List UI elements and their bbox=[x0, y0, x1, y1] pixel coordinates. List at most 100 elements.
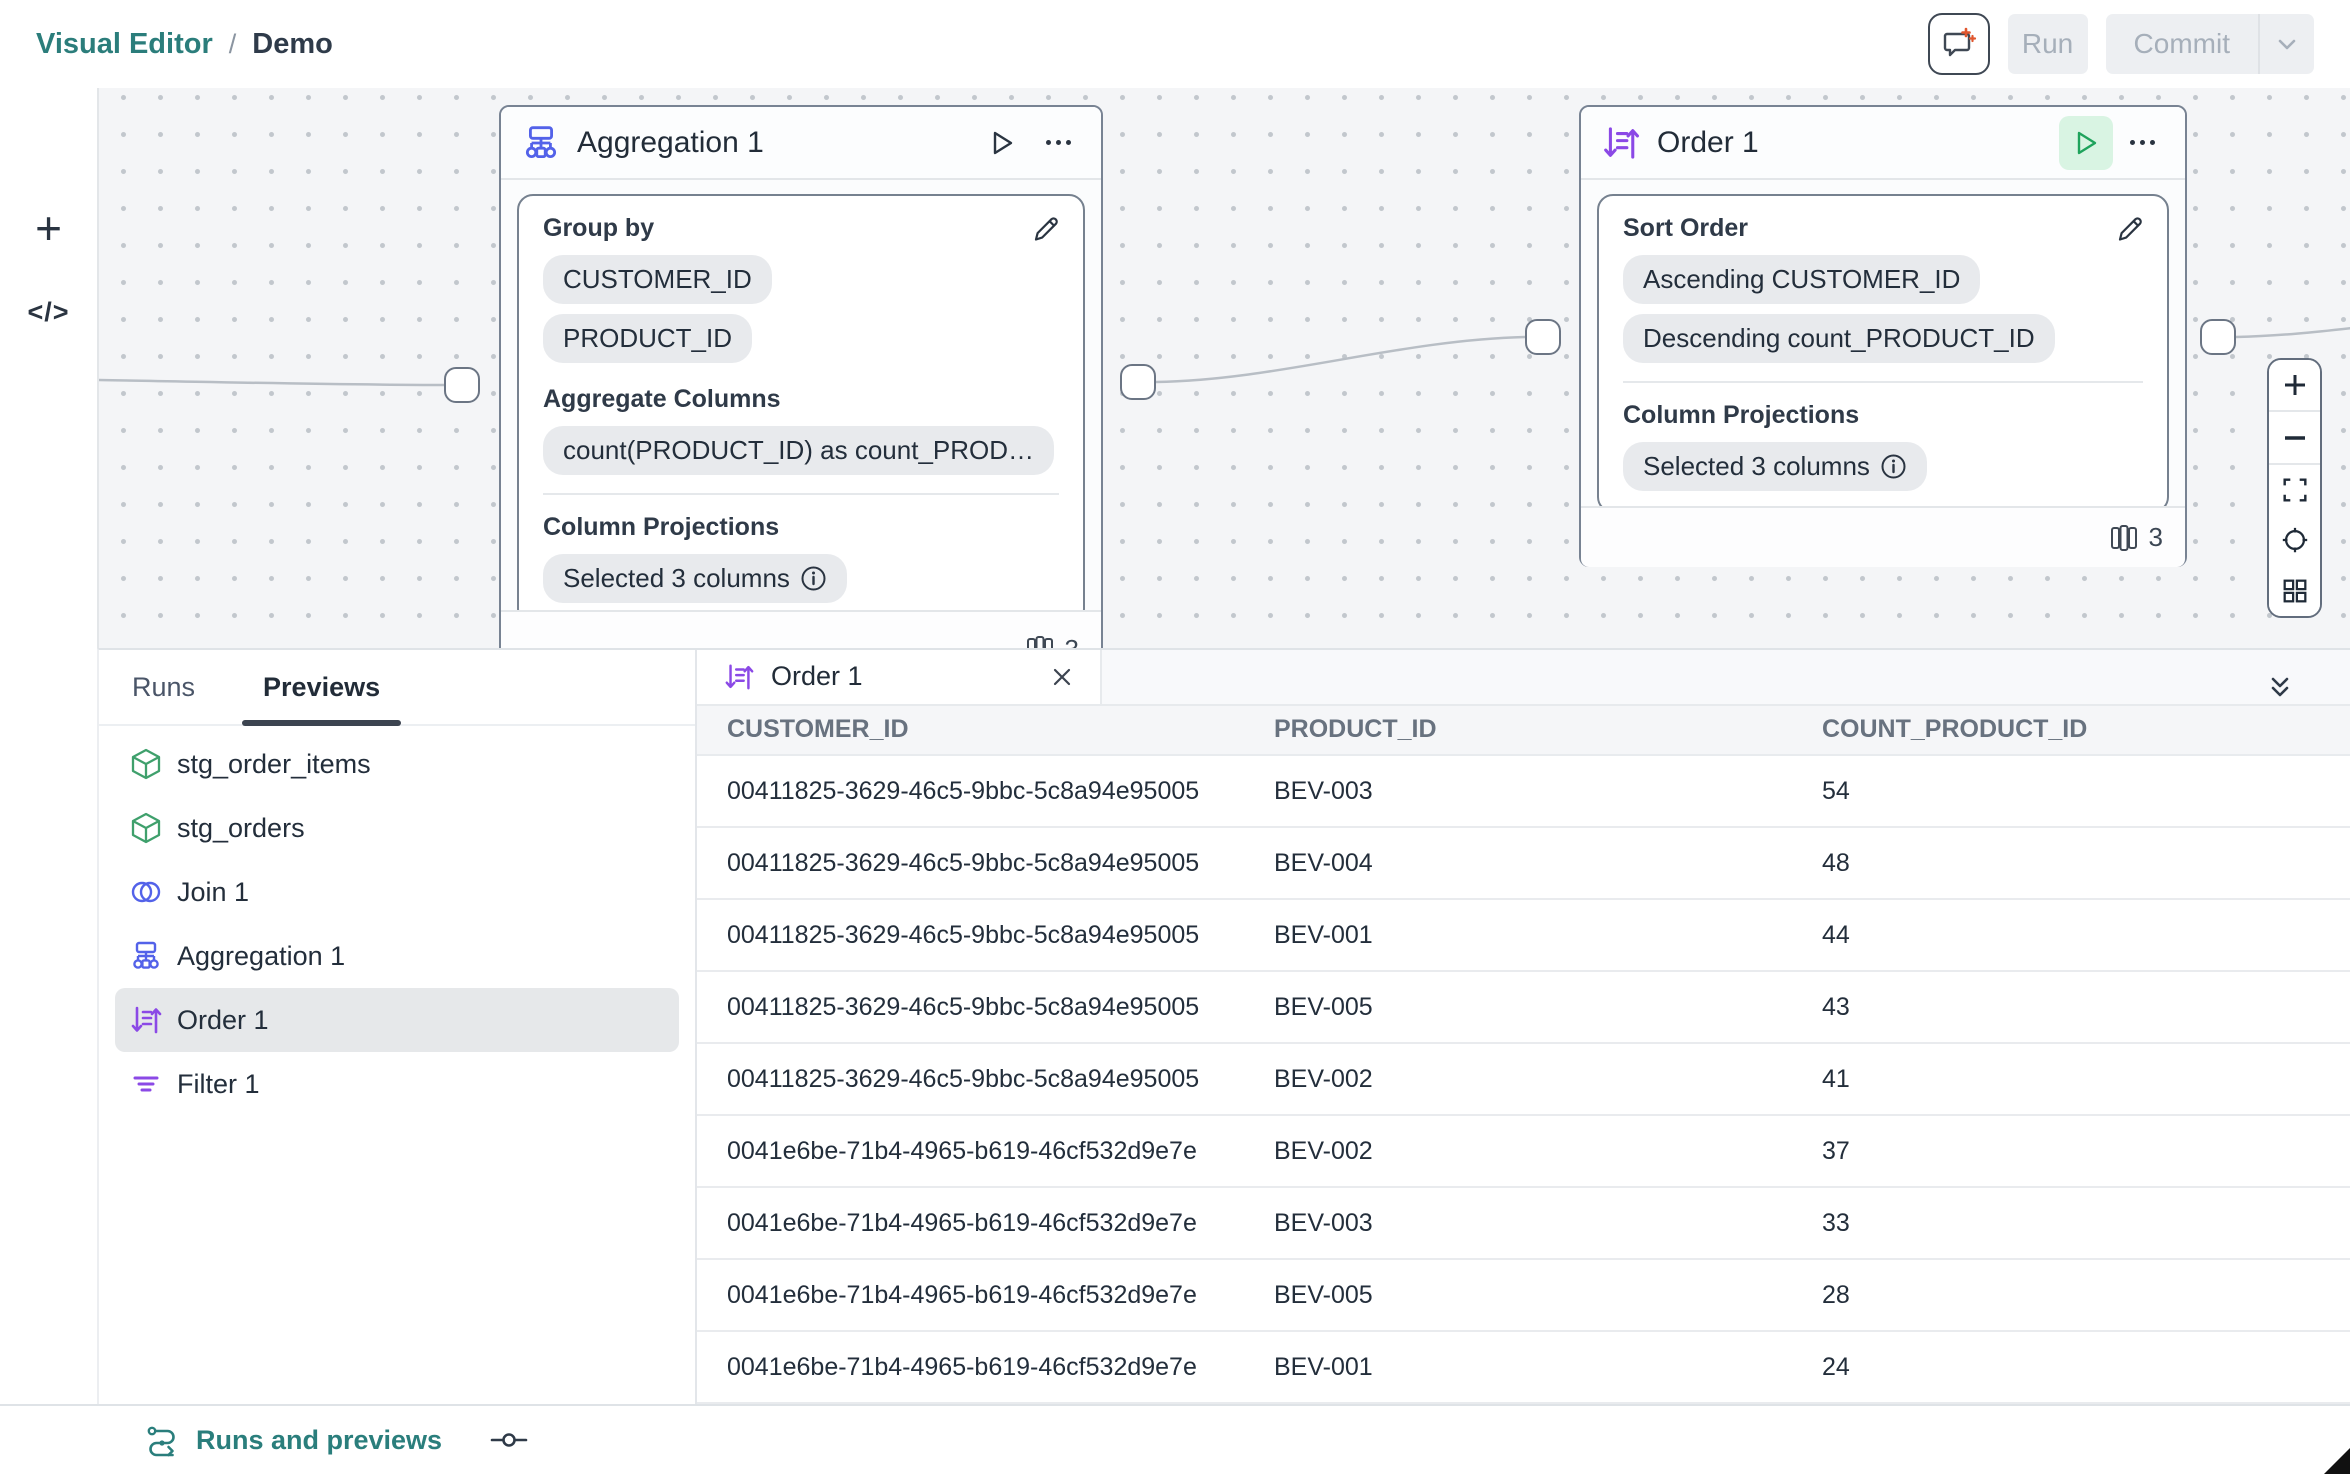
table-row[interactable]: 0041e6be-71b4-4965-b619-46cf532d9e7e BEV… bbox=[697, 1188, 2350, 1260]
divider bbox=[2269, 410, 2320, 413]
pipeline-canvas[interactable]: Aggregation 1 Group by CUST bbox=[97, 88, 2350, 648]
commit-dropdown-button[interactable] bbox=[2258, 14, 2314, 74]
breadcrumb-root-link[interactable]: Visual Editor bbox=[36, 27, 213, 60]
edit-pencil-icon[interactable] bbox=[2113, 212, 2147, 246]
column-projections-label: Column Projections bbox=[1623, 401, 1860, 429]
list-item-label: Join 1 bbox=[177, 876, 250, 907]
tab-previews[interactable]: Previews bbox=[242, 650, 402, 726]
aggregate-column-pill[interactable]: count(PRODUCT_ID) as count_PROD… bbox=[543, 426, 1055, 475]
ellipsis-icon bbox=[1045, 140, 1051, 145]
table-row[interactable]: 00411825-3629-46c5-9bbc-5c8a94e95005 BEV… bbox=[697, 756, 2350, 828]
list-item-label: stg_orders bbox=[177, 812, 305, 843]
panel-toggle-icon[interactable] bbox=[490, 1428, 528, 1452]
filter-icon bbox=[129, 1067, 163, 1101]
column-count: 3 bbox=[2148, 522, 2163, 552]
node-more-menu-button[interactable] bbox=[1035, 120, 1081, 166]
play-icon bbox=[2070, 127, 2102, 159]
preview-node-button[interactable] bbox=[975, 116, 1029, 170]
output-port[interactable] bbox=[1120, 364, 1156, 400]
table-row[interactable]: 0041e6be-71b4-4965-b619-46cf532d9e7e BEV… bbox=[697, 1332, 2350, 1404]
zoom-out-button[interactable] bbox=[2269, 412, 2320, 463]
column-header-customer-id[interactable]: CUSTOMER_ID bbox=[727, 715, 909, 744]
order-node[interactable]: Order 1 Sort Order Ascendin bbox=[1579, 105, 2187, 567]
group-by-pill[interactable]: PRODUCT_ID bbox=[543, 314, 753, 363]
table-row[interactable]: 0041e6be-71b4-4965-b619-46cf532d9e7e BEV… bbox=[697, 1116, 2350, 1188]
runs-previews-route-icon bbox=[144, 1422, 180, 1458]
double-chevron-down-icon bbox=[2263, 671, 2297, 705]
output-port[interactable] bbox=[2200, 319, 2236, 355]
ellipsis-icon bbox=[2129, 140, 2135, 145]
columns-count-icon bbox=[1025, 632, 1055, 648]
column-projections-pill[interactable]: Selected 3 columns bbox=[543, 554, 847, 603]
node-more-menu-button[interactable] bbox=[2119, 120, 2165, 166]
divider bbox=[2269, 462, 2320, 465]
add-node-button[interactable]: + bbox=[0, 196, 97, 260]
list-item-join-1[interactable]: Join 1 bbox=[115, 860, 679, 924]
list-item-order-1[interactable]: Order 1 bbox=[115, 988, 679, 1052]
list-item-aggregation-1[interactable]: Aggregation 1 bbox=[115, 924, 679, 988]
preview-node-button-active[interactable] bbox=[2059, 115, 2113, 170]
table-row[interactable]: 00411825-3629-46c5-9bbc-5c8a94e95005 BEV… bbox=[697, 972, 2350, 1044]
list-item-stg-orders[interactable]: stg_orders bbox=[115, 796, 679, 860]
table-row[interactable]: 0041e6be-71b4-4965-b619-46cf532d9e7e BEV… bbox=[697, 1260, 2350, 1332]
list-item-filter-1[interactable]: Filter 1 bbox=[115, 1052, 679, 1116]
code-view-button[interactable]: </> bbox=[0, 280, 97, 344]
info-icon bbox=[800, 565, 827, 592]
zoom-in-button[interactable] bbox=[2269, 360, 2320, 411]
input-port[interactable] bbox=[1525, 319, 1561, 355]
plus-icon bbox=[2280, 370, 2310, 400]
order-node-header: Order 1 bbox=[1581, 107, 2185, 180]
aggregation-node-header: Aggregation 1 bbox=[501, 107, 1101, 180]
table-row[interactable]: 00411825-3629-46c5-9bbc-5c8a94e95005 BEV… bbox=[697, 1044, 2350, 1116]
aggregation-node-body: Group by CUSTOMER_ID PRODUCT_ID Aggregat… bbox=[517, 194, 1085, 625]
column-projections-pill[interactable]: Selected 3 columns bbox=[1623, 442, 1927, 491]
plus-icon: + bbox=[35, 202, 62, 254]
grid-icon bbox=[2280, 576, 2310, 606]
aggregation-config-card: Group by CUSTOMER_ID PRODUCT_ID Aggregat… bbox=[517, 194, 1085, 625]
fit-to-screen-button[interactable] bbox=[2269, 464, 2320, 516]
aggregation-icon bbox=[521, 123, 561, 163]
columns-count-icon bbox=[2109, 521, 2139, 555]
sort-icon bbox=[1601, 123, 1641, 163]
sort-order-pill[interactable]: Ascending CUSTOMER_ID bbox=[1623, 255, 1981, 304]
commit-button[interactable]: Commit bbox=[2133, 28, 2230, 59]
preview-table-pane: Order 1 CUSTOMER_ID PRODUCT_ID COUNT_PRO… bbox=[697, 650, 2350, 1404]
list-item-label: Aggregation 1 bbox=[177, 940, 346, 971]
aggregate-columns-label: Aggregate Columns bbox=[543, 385, 781, 413]
table-row[interactable]: 00411825-3629-46c5-9bbc-5c8a94e95005 BEV… bbox=[697, 828, 2350, 900]
aip-assist-button[interactable] bbox=[1927, 13, 1990, 75]
commit-split-button: Commit bbox=[2105, 14, 2314, 74]
node-footer: 3 bbox=[1581, 506, 2185, 567]
overview-grid-button[interactable] bbox=[2269, 565, 2320, 616]
order-config-card: Sort Order Ascending CUSTOMER_ID Descend… bbox=[1597, 194, 2169, 513]
node-title: Order 1 bbox=[1657, 125, 1759, 159]
column-count: 3 bbox=[1065, 634, 1079, 649]
runs-and-previews-toggle[interactable]: Runs and previews bbox=[196, 1424, 443, 1455]
collapse-panel-button[interactable] bbox=[2250, 650, 2310, 726]
list-item-stg-order-items[interactable]: stg_order_items bbox=[115, 732, 679, 796]
edit-pencil-icon[interactable] bbox=[1029, 212, 1063, 246]
aggregation-node[interactable]: Aggregation 1 Group by CUST bbox=[499, 105, 1103, 648]
preview-tab-order-1[interactable]: Order 1 bbox=[697, 650, 1102, 704]
close-icon[interactable] bbox=[1048, 663, 1076, 691]
column-header-product-id[interactable]: PRODUCT_ID bbox=[1274, 715, 1437, 744]
column-header-count-product-id[interactable]: COUNT_PRODUCT_ID bbox=[1822, 715, 2088, 744]
run-button[interactable]: Run bbox=[2007, 14, 2088, 74]
breadcrumb: Visual Editor / Demo bbox=[36, 28, 333, 61]
panel-tabs: Runs Previews bbox=[99, 650, 695, 726]
group-by-pill[interactable]: CUSTOMER_ID bbox=[543, 255, 772, 304]
sort-order-pill[interactable]: Descending count_PRODUCT_ID bbox=[1623, 314, 2055, 363]
edge-connections bbox=[99, 326, 2350, 387]
cursor-artifact bbox=[2324, 1448, 2350, 1474]
order-node-body: Sort Order Ascending CUSTOMER_ID Descend… bbox=[1597, 194, 2169, 513]
locate-button[interactable] bbox=[2269, 515, 2320, 566]
top-bar: Visual Editor / Demo Run Commit bbox=[0, 0, 2350, 88]
table-row[interactable]: 00411825-3629-46c5-9bbc-5c8a94e95005 BEV… bbox=[697, 900, 2350, 972]
sort-order-label: Sort Order bbox=[1623, 214, 1749, 242]
list-item-label: stg_order_items bbox=[177, 748, 371, 779]
tab-runs[interactable]: Runs bbox=[132, 671, 196, 702]
preview-tab-bar: Order 1 bbox=[697, 650, 2350, 706]
input-port[interactable] bbox=[444, 367, 480, 403]
sort-icon bbox=[723, 661, 755, 693]
